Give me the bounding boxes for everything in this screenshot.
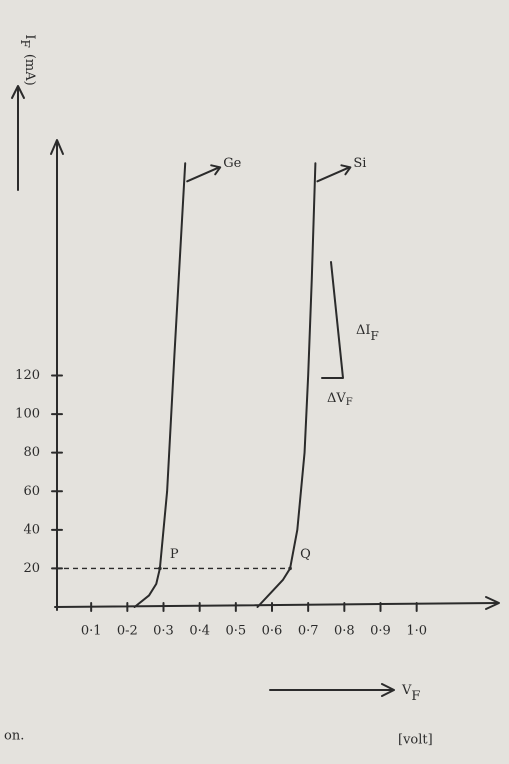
delta-i-sub: F (371, 329, 379, 343)
y-axis-label: IF(mA) (19, 34, 38, 85)
y-tick-label: 40 (23, 522, 40, 537)
delta-i-label: ΔIF (356, 323, 379, 343)
legend-arrow (317, 165, 350, 181)
x-label-sub: F (411, 689, 420, 704)
delta-v-sub: F (346, 397, 353, 408)
x-tick-label: 0·6 (262, 624, 283, 639)
x-tick-label: 0·5 (225, 624, 246, 639)
point-label: Q (300, 547, 311, 562)
x-tick-label: 0·8 (334, 624, 355, 639)
y-tick-label: 100 (15, 407, 40, 422)
x-tick-label: 0-2 (117, 624, 138, 639)
y-tick-label: 60 (23, 484, 40, 499)
y-tick-label: 120 (15, 368, 40, 383)
y-label-sub: F (19, 39, 33, 47)
x-tick-label: 0·1 (81, 624, 102, 639)
legend-label: Si (353, 156, 366, 171)
x-axis-unit: [volt] (398, 733, 433, 748)
delta-i-main: ΔI (356, 323, 371, 338)
x-axis-label: VF (401, 683, 420, 704)
chart: IF(mA) VF [volt] on. ΔIF ΔVF 20406080100… (0, 0, 509, 764)
x-label-main: V (401, 683, 412, 698)
delta-v-label: ΔVF (327, 391, 353, 408)
x-tick-label: 1·0 (406, 624, 427, 639)
x-tick-label: 0·3 (153, 624, 174, 639)
x-axis (55, 603, 498, 607)
x-tick-label: 0·4 (189, 624, 210, 639)
y-tick-label: 80 (23, 445, 40, 460)
delta-v-main: ΔV (327, 391, 346, 406)
legend-arrow (187, 165, 220, 181)
delta-triangle (322, 262, 343, 378)
y-tick-label: 20 (23, 561, 40, 576)
legend-label: Ge (223, 156, 241, 171)
x-tick-label: 0·7 (298, 624, 319, 639)
margin-text: on. (4, 729, 24, 744)
y-label-unit: (mA) (23, 54, 38, 86)
x-tick-label: 0·9 (370, 624, 391, 639)
series-line (135, 163, 186, 607)
point-marker (288, 567, 292, 571)
series-line (258, 163, 316, 607)
point-label: P (170, 547, 179, 562)
